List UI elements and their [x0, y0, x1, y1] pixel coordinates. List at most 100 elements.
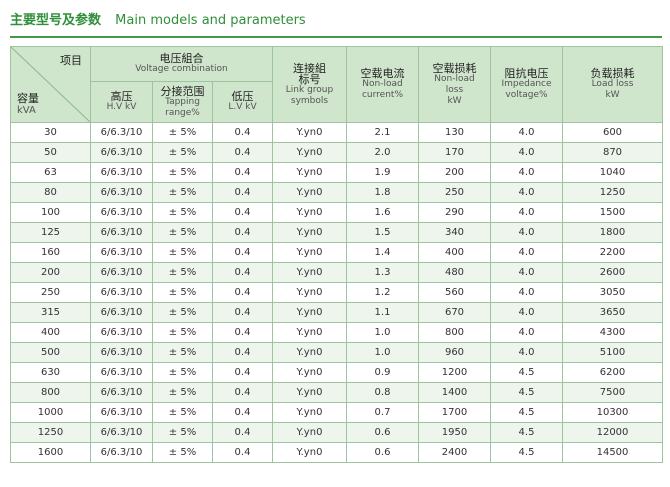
- non-load-current-cell: 0.6: [346, 422, 419, 443]
- non-load-current-cell: 0.7: [346, 402, 419, 423]
- table-row: 800 6/6.3/10 ± 5% 0.4 Y.yn0 0.8 1400 4.5 7500: [10, 382, 663, 403]
- non-load-loss-cell: 800: [418, 322, 491, 343]
- tapping-range-cell: ± 5%: [152, 442, 213, 463]
- tapping-range-cell: ± 5%: [152, 382, 213, 403]
- capacity-cell: 500: [10, 342, 91, 363]
- nlc-header-en2: current%: [361, 90, 404, 100]
- non-load-current-cell: 1.2: [346, 282, 419, 303]
- link-group-cell: Y.yn0: [272, 322, 347, 343]
- tapping-range-cell: ± 5%: [152, 242, 213, 263]
- nlc-header-cn: 空载电流: [360, 67, 405, 80]
- hv-cell: 6/6.3/10: [90, 142, 153, 163]
- link-group-cell: Y.yn0: [272, 342, 347, 363]
- hv-cell: 6/6.3/10: [90, 422, 153, 443]
- capacity-cell: 200: [10, 262, 91, 283]
- table-row: 160 6/6.3/10 ± 5% 0.4 Y.yn0 1.4 400 4.0 2200: [10, 242, 663, 263]
- capacity-cell: 80: [10, 182, 91, 203]
- table-row: 1000 6/6.3/10 ± 5% 0.4 Y.yn0 0.7 1700 4.5 10300: [10, 402, 663, 423]
- table-row: 1250 6/6.3/10 ± 5% 0.4 Y.yn0 0.6 1950 4.5 12000: [10, 422, 663, 443]
- hv-header: 高压 H.V kV: [90, 81, 153, 123]
- link-group-cell: Y.yn0: [272, 242, 347, 263]
- impedance-voltage-cell: 4.5: [490, 362, 563, 383]
- nll-header-cn: 空载损耗: [432, 61, 477, 75]
- capacity-cell: 50: [10, 142, 91, 163]
- tapping-range-cell: ± 5%: [152, 302, 213, 323]
- non-load-loss-cell: 1200: [418, 362, 491, 383]
- diagonal-divider: [11, 47, 90, 122]
- impedance-voltage-cell: 4.0: [490, 142, 563, 163]
- link-header-cn: 连接組: [293, 61, 326, 75]
- non-load-current-cell: 1.3: [346, 262, 419, 283]
- non-load-loss-cell: 1950: [418, 422, 491, 443]
- lv-cell: 0.4: [212, 242, 273, 263]
- lv-cell: 0.4: [212, 302, 273, 323]
- lv-header: 低压 L.V kV: [212, 81, 273, 123]
- hv-cell: 6/6.3/10: [90, 382, 153, 403]
- tapping-range-cell: ± 5%: [152, 162, 213, 183]
- table-body: 30 6/6.3/10 ± 5% 0.4 Y.yn0 2.1 130 4.0 600 50 6/6.…: [10, 122, 663, 463]
- load-loss-cell: 6200: [562, 362, 663, 383]
- table-row: 400 6/6.3/10 ± 5% 0.4 Y.yn0 1.0 800 4.0 4300: [10, 322, 663, 343]
- non-load-loss-cell: 340: [418, 222, 491, 243]
- imp-header-en1: Impedance: [501, 79, 552, 89]
- non-load-current-cell: 1.0: [346, 322, 419, 343]
- link-group-header: 连接組 标号 Link group symbols: [272, 46, 347, 123]
- link-group-cell: Y.yn0: [272, 122, 347, 143]
- non-load-loss-cell: 480: [418, 262, 491, 283]
- title-divider: [10, 36, 662, 38]
- tapping-range-cell: ± 5%: [152, 322, 213, 343]
- hv-cell: 6/6.3/10: [90, 402, 153, 423]
- load-loss-cell: 1040: [562, 162, 663, 183]
- parameters-table: 项目 容量 kVA 电压組合 Voltage combination 连接組 标…: [10, 46, 663, 463]
- imp-header-cn: 阻抗电压: [504, 67, 549, 80]
- non-load-current-cell: 1.4: [346, 242, 419, 263]
- link-group-cell: Y.yn0: [272, 402, 347, 423]
- non-load-loss-cell: 400: [418, 242, 491, 263]
- ll-header-en1: Load loss: [591, 79, 634, 89]
- lv-cell: 0.4: [212, 202, 273, 223]
- load-loss-cell: 12000: [562, 422, 663, 443]
- non-load-loss-cell: 200: [418, 162, 491, 183]
- impedance-voltage-cell: 4.0: [490, 322, 563, 343]
- lv-cell: 0.4: [212, 282, 273, 303]
- capacity-header-cn: 容量: [17, 92, 39, 105]
- capacity-header-en: kVA: [17, 105, 36, 116]
- link-group-cell: Y.yn0: [272, 382, 347, 403]
- table-row: 1600 6/6.3/10 ± 5% 0.4 Y.yn0 0.6 2400 4.5 14500: [10, 442, 663, 463]
- lv-cell: 0.4: [212, 342, 273, 363]
- load-loss-cell: 1800: [562, 222, 663, 243]
- capacity-cell: 315: [10, 302, 91, 323]
- nlc-header-en1: Non-load: [362, 79, 403, 89]
- imp-header-en2: voltage%: [505, 90, 548, 100]
- impedance-voltage-cell: 4.0: [490, 342, 563, 363]
- impedance-voltage-cell: 4.0: [490, 182, 563, 203]
- load-loss-cell: 14500: [562, 442, 663, 463]
- capacity-cell: 630: [10, 362, 91, 383]
- non-load-loss-cell: 1400: [418, 382, 491, 403]
- nll-header-en3: kW: [447, 95, 462, 106]
- hv-cell: 6/6.3/10: [90, 222, 153, 243]
- item-header: 项目: [60, 54, 82, 67]
- non-load-loss-cell: 1700: [418, 402, 491, 423]
- hv-cell: 6/6.3/10: [90, 442, 153, 463]
- non-load-current-cell: 2.1: [346, 122, 419, 143]
- non-load-current-header: 空载电流 Non-load current%: [346, 46, 419, 123]
- hv-header-en: H.V kV: [106, 102, 137, 112]
- lv-cell: 0.4: [212, 402, 273, 423]
- capacity-cell: 160: [10, 242, 91, 263]
- tapping-range-cell: ± 5%: [152, 182, 213, 203]
- nll-header-en2: loss: [445, 84, 464, 95]
- hv-cell: 6/6.3/10: [90, 282, 153, 303]
- link-group-cell: Y.yn0: [272, 442, 347, 463]
- non-load-loss-cell: 960: [418, 342, 491, 363]
- tapping-range-cell: ± 5%: [152, 122, 213, 143]
- capacity-cell: 125: [10, 222, 91, 243]
- link-group-cell: Y.yn0: [272, 262, 347, 283]
- tapping-range-cell: ± 5%: [152, 262, 213, 283]
- capacity-cell: 63: [10, 162, 91, 183]
- lv-cell: 0.4: [212, 362, 273, 383]
- tap-header-en2: range%: [165, 107, 200, 118]
- table-row: 250 6/6.3/10 ± 5% 0.4 Y.yn0 1.2 560 4.0 3050: [10, 282, 663, 303]
- non-load-loss-cell: 250: [418, 182, 491, 203]
- load-loss-cell: 1500: [562, 202, 663, 223]
